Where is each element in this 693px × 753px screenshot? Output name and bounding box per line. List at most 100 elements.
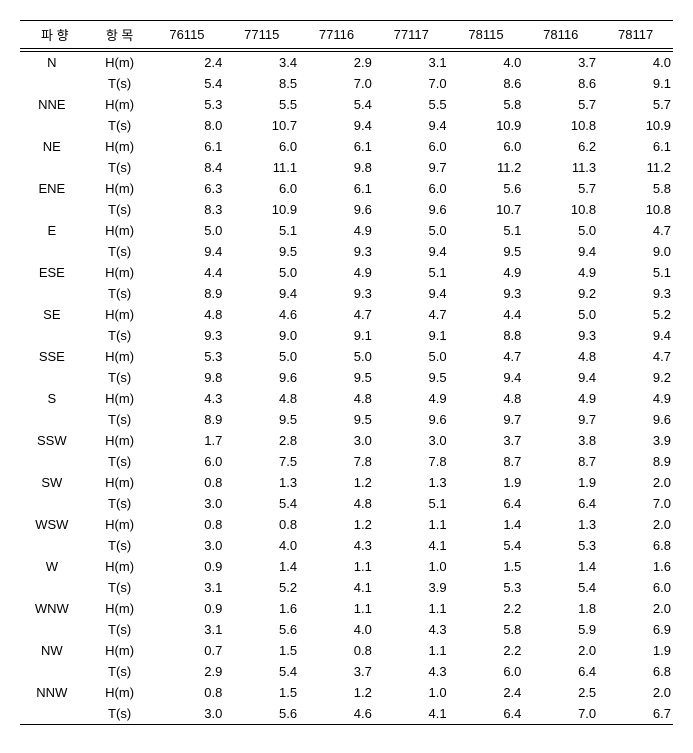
column-header: 78116 xyxy=(523,21,598,49)
value-cell: 4.6 xyxy=(299,703,374,725)
value-cell: 1.0 xyxy=(374,556,449,577)
direction-cell xyxy=(20,325,90,346)
table-header: 파 향항 목7611577115771167711778115781167811… xyxy=(20,21,673,52)
value-cell: 5.9 xyxy=(523,619,598,640)
value-cell: 4.0 xyxy=(224,535,299,556)
value-cell: 0.8 xyxy=(224,514,299,535)
value-cell: 5.8 xyxy=(598,178,673,199)
value-cell: 9.5 xyxy=(224,409,299,430)
measure-cell: H(m) xyxy=(90,178,150,199)
value-cell: 2.9 xyxy=(150,661,225,682)
value-cell: 5.5 xyxy=(224,94,299,115)
direction-cell xyxy=(20,409,90,430)
value-cell: 3.1 xyxy=(150,577,225,598)
value-cell: 10.9 xyxy=(449,115,524,136)
direction-cell: ESE xyxy=(20,262,90,283)
table-row: T(s)8.99.59.59.69.79.79.6 xyxy=(20,409,673,430)
value-cell: 4.8 xyxy=(150,304,225,325)
table-row: T(s)8.411.19.89.711.211.311.2 xyxy=(20,157,673,178)
value-cell: 3.1 xyxy=(374,52,449,74)
value-cell: 8.7 xyxy=(523,451,598,472)
value-cell: 4.0 xyxy=(598,52,673,74)
value-cell: 3.8 xyxy=(523,430,598,451)
table-row: T(s)6.07.57.87.88.78.78.9 xyxy=(20,451,673,472)
measure-cell: H(m) xyxy=(90,556,150,577)
value-cell: 4.6 xyxy=(224,304,299,325)
value-cell: 4.0 xyxy=(449,52,524,74)
table-row: T(s)3.15.64.04.35.85.96.9 xyxy=(20,619,673,640)
measure-cell: T(s) xyxy=(90,619,150,640)
column-header: 77115 xyxy=(224,21,299,49)
direction-cell xyxy=(20,73,90,94)
value-cell: 9.4 xyxy=(224,283,299,304)
value-cell: 2.4 xyxy=(150,52,225,74)
direction-cell: SE xyxy=(20,304,90,325)
value-cell: 5.0 xyxy=(374,346,449,367)
measure-cell: H(m) xyxy=(90,682,150,703)
value-cell: 5.6 xyxy=(224,703,299,725)
value-cell: 11.2 xyxy=(598,157,673,178)
table-row: NNEH(m)5.35.55.45.55.85.75.7 xyxy=(20,94,673,115)
table-row: EH(m)5.05.14.95.05.15.04.7 xyxy=(20,220,673,241)
value-cell: 5.6 xyxy=(449,178,524,199)
value-cell: 1.2 xyxy=(299,514,374,535)
value-cell: 6.0 xyxy=(374,136,449,157)
value-cell: 1.5 xyxy=(224,682,299,703)
value-cell: 3.0 xyxy=(150,493,225,514)
table-row: T(s)9.49.59.39.49.59.49.0 xyxy=(20,241,673,262)
measure-cell: H(m) xyxy=(90,94,150,115)
value-cell: 5.4 xyxy=(224,493,299,514)
table-row: T(s)5.48.57.07.08.68.69.1 xyxy=(20,73,673,94)
direction-cell: E xyxy=(20,220,90,241)
value-cell: 10.8 xyxy=(598,199,673,220)
value-cell: 8.0 xyxy=(150,115,225,136)
value-cell: 4.3 xyxy=(299,535,374,556)
value-cell: 9.2 xyxy=(598,367,673,388)
value-cell: 1.5 xyxy=(224,640,299,661)
direction-cell xyxy=(20,703,90,725)
value-cell: 6.0 xyxy=(224,178,299,199)
table-row: T(s)9.39.09.19.18.89.39.4 xyxy=(20,325,673,346)
value-cell: 5.7 xyxy=(523,94,598,115)
value-cell: 9.3 xyxy=(449,283,524,304)
value-cell: 7.0 xyxy=(598,493,673,514)
measure-cell: H(m) xyxy=(90,52,150,74)
direction-cell: SSE xyxy=(20,346,90,367)
value-cell: 2.9 xyxy=(299,52,374,74)
value-cell: 9.6 xyxy=(224,367,299,388)
value-cell: 5.8 xyxy=(449,619,524,640)
column-header: 77117 xyxy=(374,21,449,49)
value-cell: 6.1 xyxy=(299,178,374,199)
value-cell: 9.1 xyxy=(374,325,449,346)
value-cell: 8.8 xyxy=(449,325,524,346)
column-header: 78117 xyxy=(598,21,673,49)
value-cell: 10.9 xyxy=(598,115,673,136)
value-cell: 9.7 xyxy=(449,409,524,430)
value-cell: 9.4 xyxy=(523,367,598,388)
value-cell: 5.0 xyxy=(224,346,299,367)
value-cell: 9.5 xyxy=(449,241,524,262)
value-cell: 3.9 xyxy=(374,577,449,598)
value-cell: 8.4 xyxy=(150,157,225,178)
direction-cell xyxy=(20,493,90,514)
table-row: T(s)2.95.43.74.36.06.46.8 xyxy=(20,661,673,682)
value-cell: 5.3 xyxy=(150,94,225,115)
value-cell: 9.0 xyxy=(598,241,673,262)
value-cell: 5.4 xyxy=(449,535,524,556)
measure-cell: H(m) xyxy=(90,136,150,157)
value-cell: 6.0 xyxy=(598,577,673,598)
value-cell: 4.7 xyxy=(598,346,673,367)
value-cell: 10.7 xyxy=(224,115,299,136)
value-cell: 8.9 xyxy=(150,283,225,304)
value-cell: 0.8 xyxy=(150,514,225,535)
value-cell: 2.2 xyxy=(449,640,524,661)
data-table: 파 향항 목7611577115771167711778115781167811… xyxy=(20,20,673,725)
measure-cell: H(m) xyxy=(90,430,150,451)
value-cell: 1.3 xyxy=(523,514,598,535)
value-cell: 4.8 xyxy=(299,388,374,409)
value-cell: 1.8 xyxy=(523,598,598,619)
value-cell: 5.0 xyxy=(374,220,449,241)
table-row: SWH(m)0.81.31.21.31.91.92.0 xyxy=(20,472,673,493)
value-cell: 9.6 xyxy=(374,409,449,430)
value-cell: 8.6 xyxy=(523,73,598,94)
